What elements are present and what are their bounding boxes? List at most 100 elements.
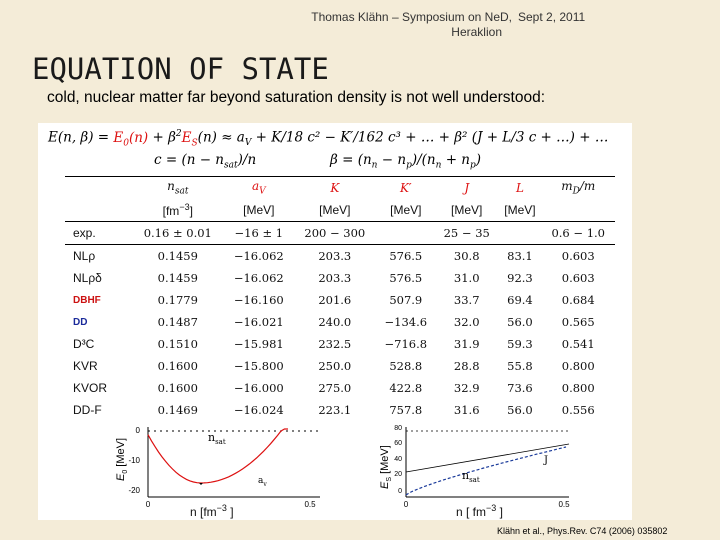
table-cell: −134.6 xyxy=(384,315,428,329)
eos-parameter-table: nsat aV K K′ J L mD/m [fm−3] [MeV] [MeV]… xyxy=(65,176,615,421)
plot-es-ytick: 20 xyxy=(394,471,402,478)
table-row-exp: exp. 0.16 ± 0.01 −16 ± 1 200 − 300 25 − … xyxy=(65,221,615,245)
table-cell: 31.0 xyxy=(453,271,480,285)
table-cell: 0.1459 xyxy=(157,249,198,263)
table-cell: 83.1 xyxy=(507,249,533,263)
table-cell: 0.603 xyxy=(561,249,595,263)
table-cell: −16.024 xyxy=(233,403,284,417)
row-label: D³C xyxy=(73,337,95,351)
table-header-row: nsat aV K K′ J L mD/m xyxy=(65,176,615,199)
plot-es-xlabel: n [ fm−3 ] xyxy=(456,503,503,519)
table-cell: 576.5 xyxy=(389,249,423,263)
header-date: Sept 2, 2011 xyxy=(518,10,586,24)
table-cell: 240.0 xyxy=(318,315,352,329)
plot-e0-xtick: 0.5 xyxy=(304,500,316,509)
plot-es-ytick: 60 xyxy=(394,440,402,447)
table-cell: −15.800 xyxy=(233,359,284,373)
table-cell: 32.0 xyxy=(453,315,480,329)
table-cell: 0.684 xyxy=(561,293,595,307)
table-cell: 250.0 xyxy=(318,359,352,373)
table-row: D³C 0.1510 −15.981 232.5 −716.8 31.9 59.3 0.541 xyxy=(65,333,615,355)
table-cell: 203.3 xyxy=(318,249,352,263)
table-cell: 0.1469 xyxy=(157,403,198,417)
table-row: NLρδ 0.1459 −16.062 203.3 576.5 31.0 92.3 0.603 xyxy=(65,267,615,289)
table-cell: 0.565 xyxy=(561,315,595,329)
plot-es: 80 60 40 20 0 0 0.5 nsat J ES [MeV] xyxy=(379,425,570,509)
header-l: L xyxy=(498,176,542,199)
table-cell: 203.3 xyxy=(318,271,352,285)
table-cell: 0.541 xyxy=(561,337,595,351)
table-cell: 232.5 xyxy=(318,337,352,351)
equation-compression: c = (n − nsat)/n xyxy=(154,152,257,171)
plot-e0-ytick: 0 xyxy=(136,426,141,435)
table-cell: 73.6 xyxy=(507,381,533,395)
table-cell: 56.0 xyxy=(507,403,533,417)
table-cell: 32.9 xyxy=(453,381,480,395)
table-cell: −15.981 xyxy=(233,337,284,351)
table-cell: −16.021 xyxy=(233,315,284,329)
row-label: exp. xyxy=(65,221,131,245)
table-cell: −16.062 xyxy=(233,271,284,285)
table-row: NLρ 0.1459 −16.062 203.3 576.5 30.8 83.1 0.603 xyxy=(65,245,615,268)
figure-panel: E(n, β) = E0(n) + β2ES(n) ≈ aV + K/18 c²… xyxy=(38,123,632,520)
table-cell: 56.0 xyxy=(507,315,533,329)
row-label: KVR xyxy=(73,359,98,373)
plot-e0-curve xyxy=(147,428,288,484)
plot-e0-av-label: av xyxy=(258,476,267,488)
plot-es-nsat-label: nsat xyxy=(462,469,480,484)
table-row: KVOR 0.1600 −16.000 275.0 422.8 32.9 73.6 0.800 xyxy=(65,377,615,399)
table-cell: −16.160 xyxy=(233,293,284,307)
table-cell: 31.9 xyxy=(453,337,480,351)
row-label: DD-F xyxy=(73,403,102,417)
plot-es-ytick: 80 xyxy=(394,425,402,432)
table-cell: −16.000 xyxy=(233,381,284,395)
plot-es-linear-line xyxy=(405,443,570,473)
plot-es-j-label: J xyxy=(543,455,548,466)
plot-es-xtick: 0.5 xyxy=(558,500,570,509)
plot-es-ytick: 40 xyxy=(394,456,402,463)
table-cell: 757.8 xyxy=(389,403,423,417)
table-cell: 0.1487 xyxy=(157,315,198,329)
row-label: KVOR xyxy=(73,381,108,395)
equation-asymmetry: β = (nn − np)/(nn + np) xyxy=(330,152,482,171)
table-cell: 31.6 xyxy=(453,403,480,417)
table-cell: 59.3 xyxy=(507,337,533,351)
header-kprime: K′ xyxy=(376,176,435,199)
header-mdm: mD/m xyxy=(541,176,615,199)
plot-e0-nsat-label: nsat xyxy=(208,431,226,446)
row-label: DD xyxy=(73,316,88,328)
table-cell: 92.3 xyxy=(507,271,533,285)
table-cell: 528.8 xyxy=(389,359,423,373)
header-av: aV xyxy=(224,176,294,199)
table-cell: 69.4 xyxy=(507,293,533,307)
table-cell: 576.5 xyxy=(389,271,423,285)
header-k: K xyxy=(293,176,377,199)
unit-kprime: [MeV] xyxy=(376,199,435,222)
slide-subtitle: cold, nuclear matter far beyond saturati… xyxy=(47,89,545,106)
table-row: KVR 0.1600 −15.800 250.0 528.8 28.8 55.8 0.800 xyxy=(65,355,615,377)
plot-e0-ylabel: E0 [MeV] xyxy=(115,438,129,481)
table-cell: 33.7 xyxy=(453,293,480,307)
table-cell: 0.1459 xyxy=(157,271,198,285)
equation-energy: E(n, β) = E0(n) + β2ES(n) ≈ aV + K/18 c²… xyxy=(48,129,609,149)
table-row: DD-F 0.1469 −16.024 223.1 757.8 31.6 56.0 0.556 xyxy=(65,399,615,421)
table-cell: −716.8 xyxy=(384,337,428,351)
exp-nsat: 0.16 ± 0.01 xyxy=(131,221,225,245)
header-nsat: nsat xyxy=(131,176,225,199)
plot-es-ytick: 0 xyxy=(398,488,402,495)
table-cell: 0.1779 xyxy=(157,293,198,307)
table-row: DBHF 0.1779 −16.160 201.6 507.9 33.7 69.4 0.684 xyxy=(65,289,615,311)
slide-title: EQUATION OF STATE xyxy=(32,52,329,86)
table-cell: 0.800 xyxy=(561,359,595,373)
plot-e0-ytick: -20 xyxy=(128,486,140,495)
table-cell: 0.1510 xyxy=(157,337,198,351)
header-author-line: Thomas Klähn – Symposium on NeD, xyxy=(311,10,512,24)
row-label: DBHF xyxy=(73,294,101,306)
exp-mdm: 0.6 − 1.0 xyxy=(541,221,615,245)
row-label: NLρ xyxy=(73,249,96,263)
plot-e0-xlabel: n [fm−3 ] xyxy=(190,503,234,519)
table-cell: 0.800 xyxy=(561,381,595,395)
table-cell: −16.062 xyxy=(233,249,284,263)
table-cell: 201.6 xyxy=(318,293,352,307)
exp-k: 200 − 300 xyxy=(293,221,377,245)
